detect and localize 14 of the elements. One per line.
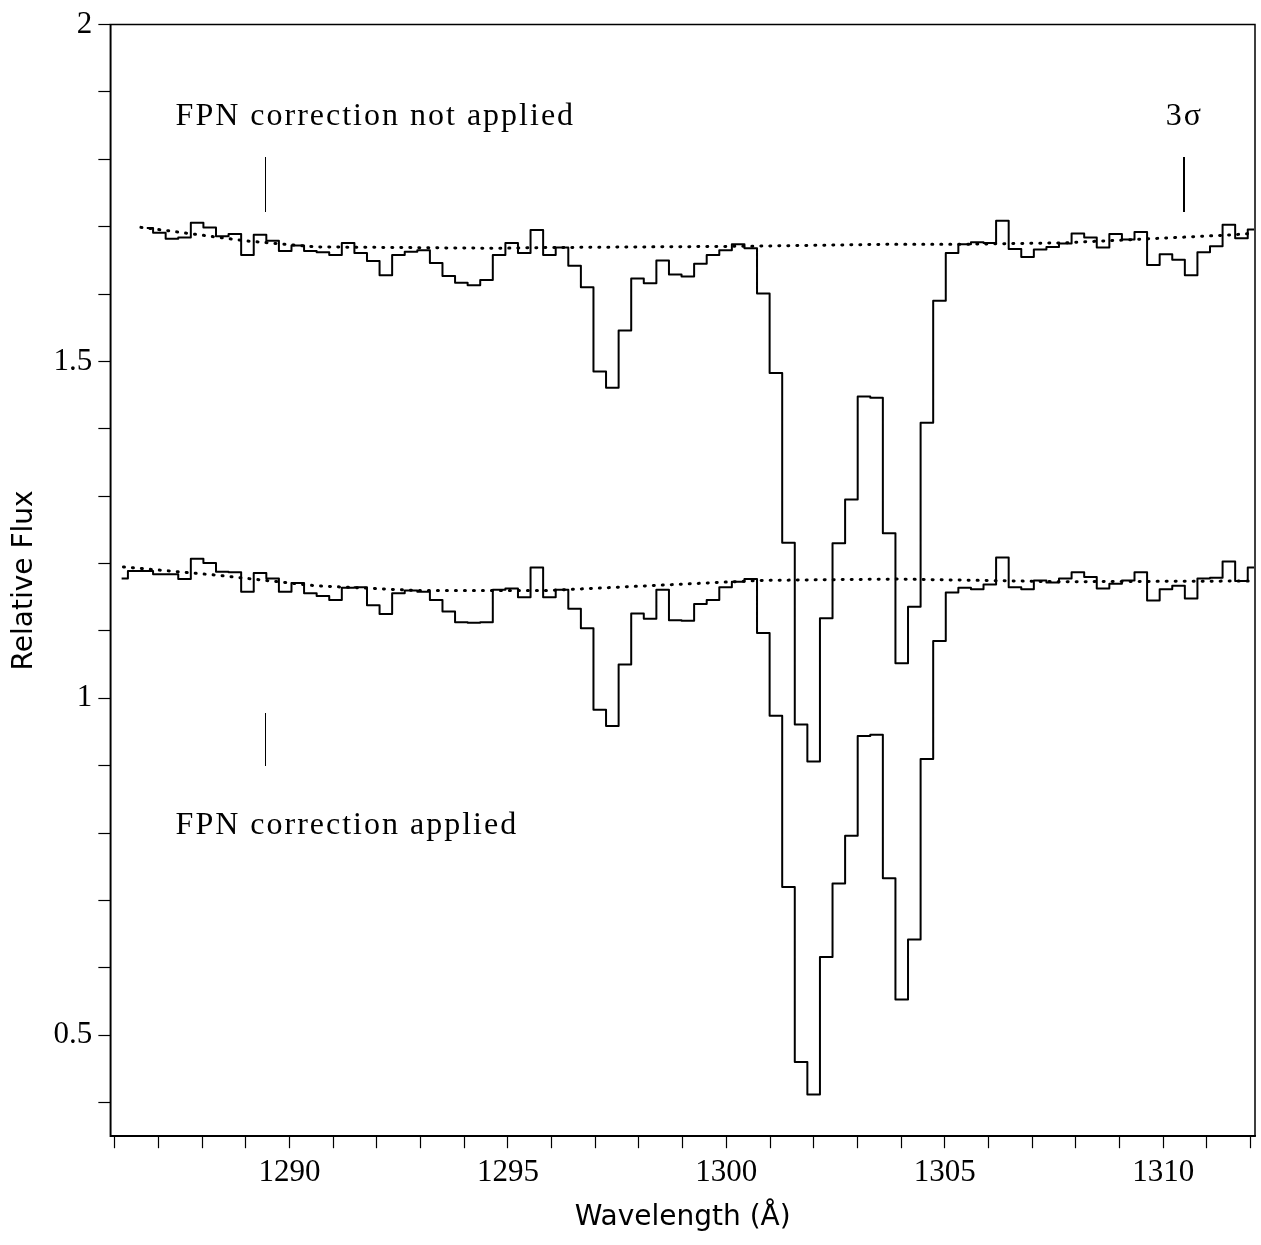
annotation: FPN correction applied [175, 804, 519, 841]
x-axis-title: Wavelength (Å) [574, 1198, 791, 1233]
x-tick-label: 1290 [258, 1152, 321, 1188]
x-tick-label: 1305 [913, 1152, 976, 1188]
y-tick-label: 0.5 [53, 1015, 93, 1051]
y-axis-title: Relative Flux [6, 490, 40, 671]
y-tick-label: 2 [76, 4, 93, 40]
x-tick-label: 1295 [476, 1152, 539, 1188]
x-tick-label: 1300 [695, 1152, 758, 1188]
annotation: 3σ [1165, 95, 1203, 132]
y-tick-label: 1 [76, 678, 93, 714]
annotation: FPN correction not applied [175, 95, 576, 132]
x-tick-label: 1310 [1132, 1152, 1195, 1188]
y-tick-label: 1.5 [53, 341, 93, 377]
